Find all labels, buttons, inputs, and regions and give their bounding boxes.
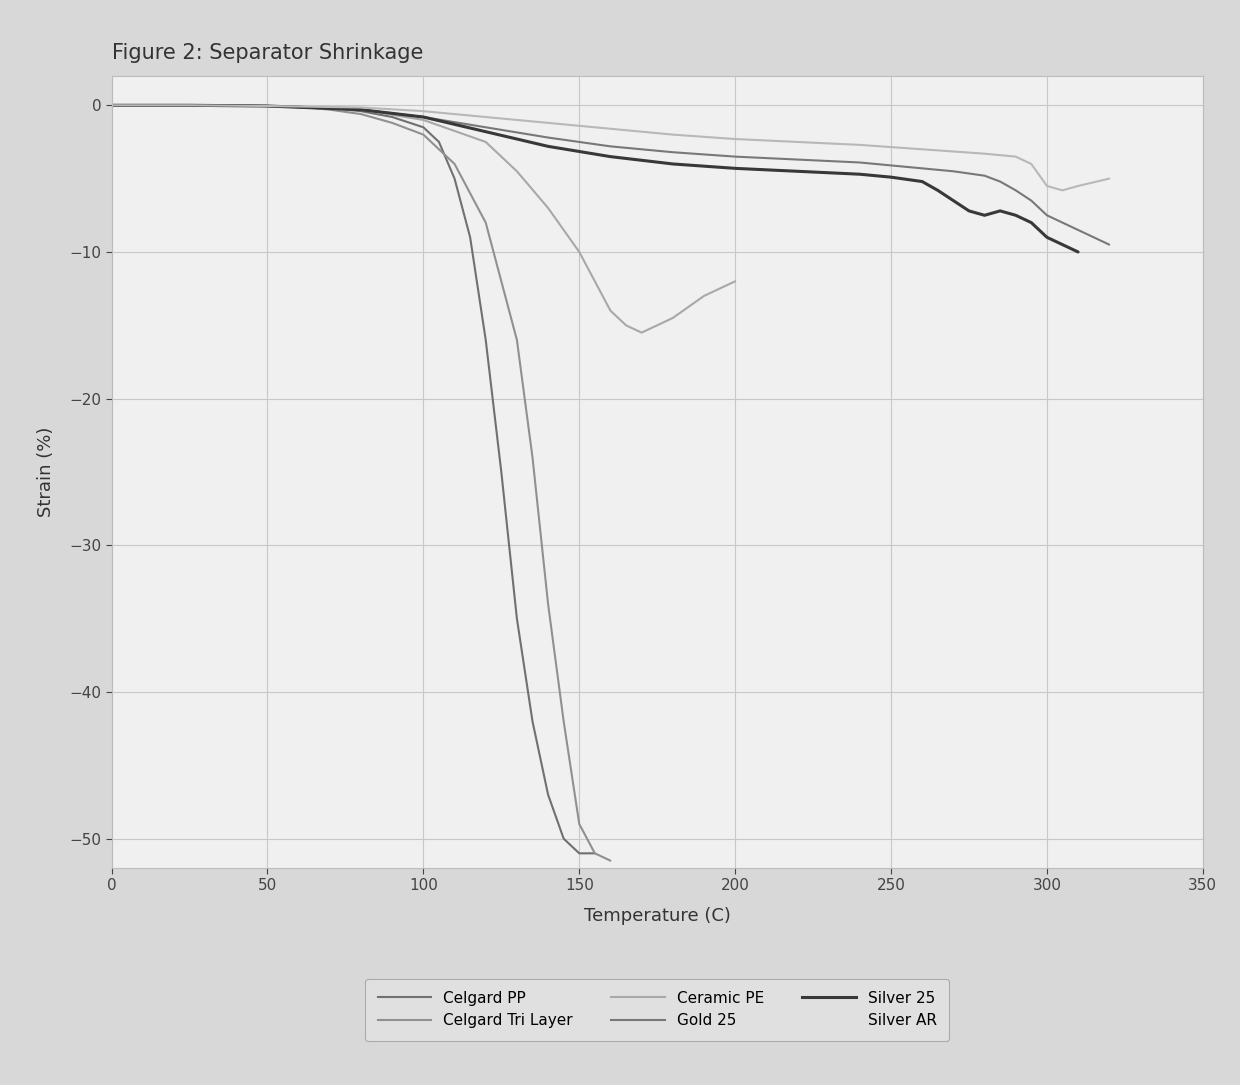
Legend: Celgard PP, Celgard Tri Layer, Ceramic PE, Gold 25, Silver 25, Silver AR: Celgard PP, Celgard Tri Layer, Ceramic P… xyxy=(366,979,949,1041)
X-axis label: Temperature (C): Temperature (C) xyxy=(584,907,730,926)
Y-axis label: Strain (%): Strain (%) xyxy=(37,426,55,518)
Text: Figure 2: Separator Shrinkage: Figure 2: Separator Shrinkage xyxy=(112,43,423,63)
